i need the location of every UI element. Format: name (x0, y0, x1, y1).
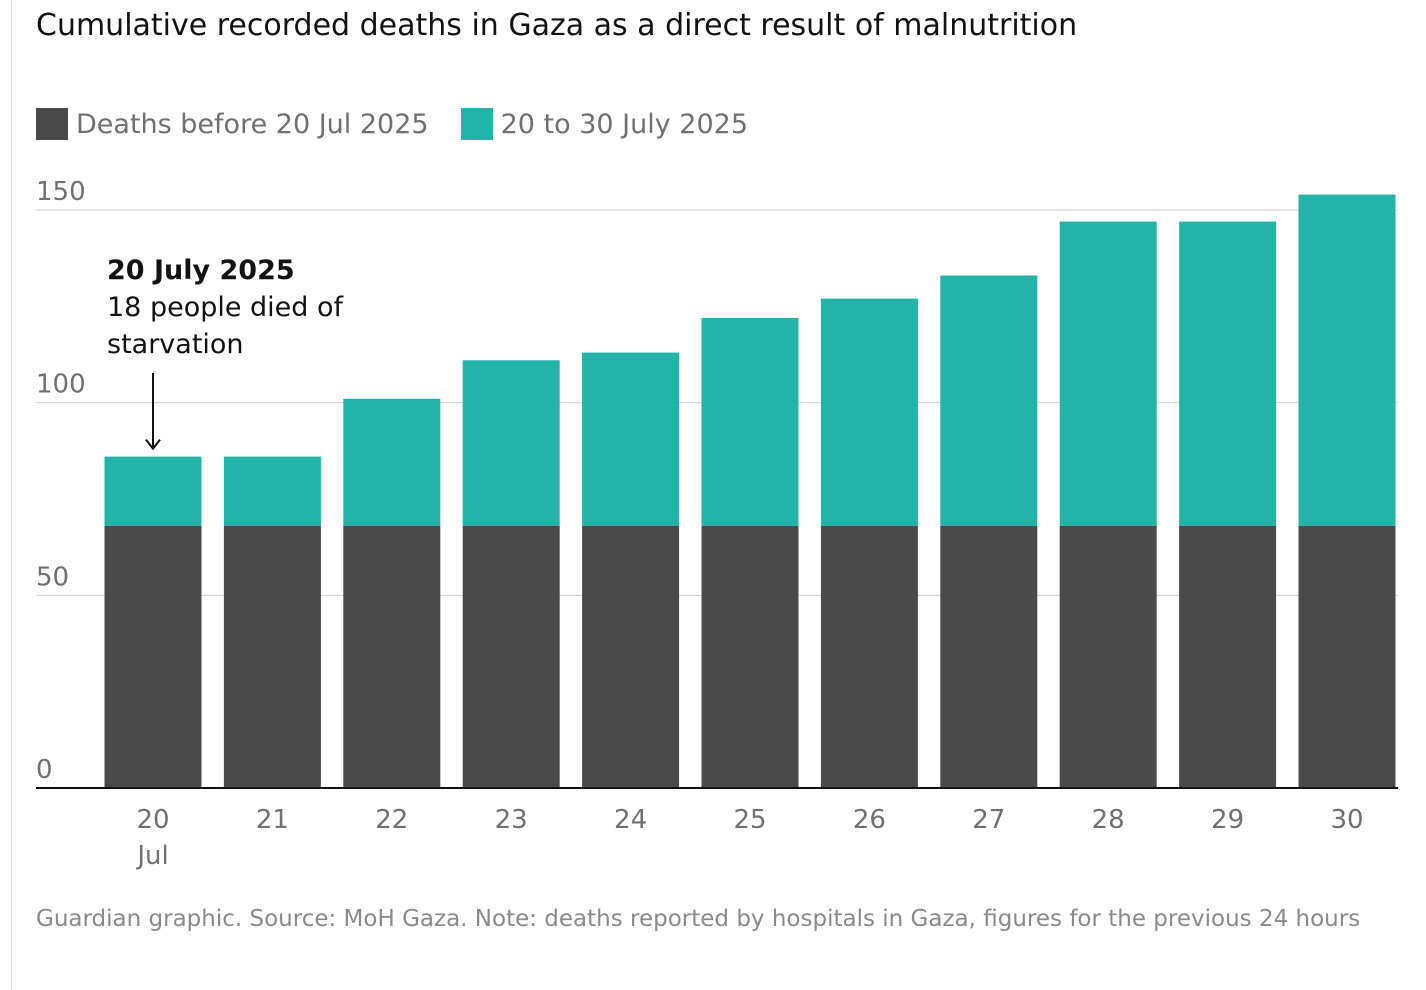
x-tick-label: 29 (1211, 805, 1244, 835)
y-tick-label: 100 (36, 370, 86, 400)
annotation-text: 18 people died of (107, 292, 345, 323)
bar-segment-before (104, 525, 202, 788)
bar-segment-july (820, 298, 918, 526)
bar-segment-july (1298, 194, 1396, 526)
bar-segment-july (104, 456, 202, 526)
bar-segment-before (582, 525, 680, 788)
bar-segment-july (223, 456, 321, 526)
bar-segment-before (701, 525, 799, 788)
annotation-arrow-head (145, 438, 161, 451)
legend-swatch-july (460, 108, 493, 140)
bar-segment-before (343, 525, 441, 788)
legend-label-july: 20 to 30 July 2025 (500, 108, 749, 140)
x-tick-label: 27 (972, 805, 1005, 835)
x-tick-sublabel: Jul (135, 841, 168, 871)
x-tick-label: 21 (256, 805, 289, 835)
y-tick-label: 50 (36, 562, 69, 592)
chart-title: Cumulative recorded deaths in Gaza as a … (36, 8, 1078, 43)
annotation-text: starvation (107, 329, 244, 360)
bar-segment-before (1298, 525, 1396, 788)
bar-segment-before (223, 525, 321, 788)
bar-segment-before (940, 525, 1038, 788)
bar-segment-july (1059, 221, 1157, 526)
y-tick-label: 150 (36, 177, 86, 207)
legend: Deaths before 20 Jul 2025 20 to 30 July … (36, 106, 780, 142)
bar-segment-july (343, 398, 441, 526)
x-tick-label: 30 (1330, 805, 1363, 835)
x-tick-label: 26 (853, 805, 886, 835)
annotation-title: 20 July 2025 (107, 255, 295, 286)
bar-segment-july (1179, 221, 1277, 526)
bar-segment-before (820, 525, 918, 788)
x-tick-label: 24 (614, 805, 647, 835)
x-tick-label: 23 (495, 805, 528, 835)
source-note: Guardian graphic. Source: MoH Gaza. Note… (36, 906, 1361, 932)
x-tick-label: 22 (375, 805, 408, 835)
x-tick-label: 25 (733, 805, 766, 835)
bar-segment-before (1179, 525, 1277, 788)
bar-segment-july (940, 275, 1038, 526)
left-border (11, 0, 12, 990)
bar-segment-july (582, 352, 680, 526)
legend-swatch-before (36, 108, 68, 140)
bar-segment-before (462, 525, 560, 788)
bar-segment-july (462, 360, 560, 526)
bar-segment-before (1059, 525, 1157, 788)
y-tick-label: 0 (36, 755, 53, 785)
x-tick-label: 20 (136, 805, 169, 835)
legend-label-before: Deaths before 20 Jul 2025 (76, 108, 429, 140)
legend-item-before: Deaths before 20 Jul 2025 (36, 108, 429, 140)
x-tick-label: 28 (1092, 805, 1125, 835)
legend-item-july: 20 to 30 July 2025 (460, 108, 749, 140)
bar-segment-july (701, 317, 799, 526)
